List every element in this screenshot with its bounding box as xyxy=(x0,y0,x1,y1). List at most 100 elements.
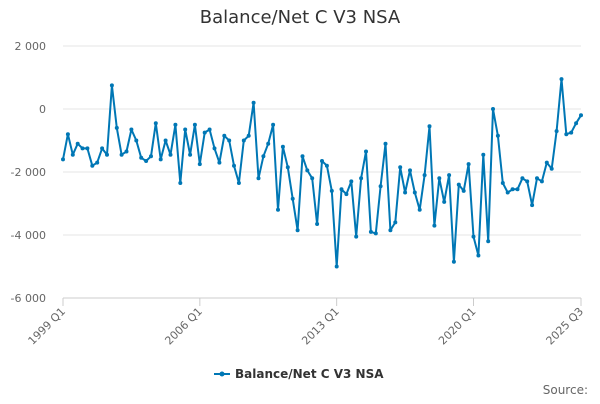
data-point[interactable] xyxy=(266,141,271,146)
data-point[interactable] xyxy=(280,144,285,149)
data-point[interactable] xyxy=(305,168,310,173)
data-point[interactable] xyxy=(85,146,90,151)
data-point[interactable] xyxy=(344,192,349,197)
data-point[interactable] xyxy=(461,188,466,193)
data-point[interactable] xyxy=(579,113,583,118)
data-point[interactable] xyxy=(290,196,295,201)
data-point[interactable] xyxy=(149,154,153,159)
data-point[interactable] xyxy=(139,155,144,160)
data-point[interactable] xyxy=(222,133,227,138)
data-point[interactable] xyxy=(95,160,100,165)
data-point[interactable] xyxy=(393,220,398,225)
data-point[interactable] xyxy=(442,199,447,204)
data-point[interactable] xyxy=(564,132,569,137)
data-point[interactable] xyxy=(300,154,305,159)
data-point[interactable] xyxy=(192,122,197,127)
data-point[interactable] xyxy=(241,138,246,143)
data-point[interactable] xyxy=(554,129,559,134)
data-point[interactable] xyxy=(295,228,300,233)
data-point[interactable] xyxy=(202,130,207,135)
data-point[interactable] xyxy=(500,181,505,185)
data-point[interactable] xyxy=(373,231,378,236)
data-point[interactable] xyxy=(495,133,500,138)
data-point[interactable] xyxy=(114,125,119,130)
data-point[interactable] xyxy=(364,149,368,154)
data-point[interactable] xyxy=(354,234,359,239)
data-point[interactable] xyxy=(158,157,163,162)
data-point[interactable] xyxy=(65,132,70,137)
data-point[interactable] xyxy=(544,160,549,165)
data-point[interactable] xyxy=(403,190,408,195)
data-point[interactable] xyxy=(168,152,173,157)
data-point[interactable] xyxy=(246,133,251,138)
data-point[interactable] xyxy=(129,127,134,132)
data-point[interactable] xyxy=(144,159,149,163)
data-point[interactable] xyxy=(173,122,178,127)
data-point[interactable] xyxy=(505,190,510,195)
data-point[interactable] xyxy=(70,152,75,157)
data-point[interactable] xyxy=(163,138,168,143)
data-point[interactable] xyxy=(569,130,574,135)
data-point[interactable] xyxy=(481,152,486,157)
data-point[interactable] xyxy=(525,179,530,184)
data-point[interactable] xyxy=(491,107,495,111)
data-point[interactable] xyxy=(197,162,202,167)
data-point[interactable] xyxy=(105,152,109,157)
data-point[interactable] xyxy=(256,176,261,181)
data-point[interactable] xyxy=(456,182,461,187)
data-point[interactable] xyxy=(349,179,354,184)
data-point[interactable] xyxy=(251,100,256,105)
data-point[interactable] xyxy=(271,122,276,127)
data-point[interactable] xyxy=(183,127,188,132)
data-point[interactable] xyxy=(334,264,339,269)
data-point[interactable] xyxy=(388,228,393,233)
data-point[interactable] xyxy=(549,166,554,171)
data-point[interactable] xyxy=(80,146,85,151)
data-point[interactable] xyxy=(75,141,80,146)
data-point[interactable] xyxy=(232,163,236,168)
data-point[interactable] xyxy=(227,138,232,143)
data-point[interactable] xyxy=(451,259,456,264)
data-point[interactable] xyxy=(261,154,266,159)
data-point[interactable] xyxy=(417,207,422,212)
data-point[interactable] xyxy=(320,159,324,163)
data-point[interactable] xyxy=(398,165,403,170)
data-point[interactable] xyxy=(285,165,290,170)
data-point[interactable] xyxy=(359,176,364,181)
data-point[interactable] xyxy=(422,173,427,178)
data-point[interactable] xyxy=(530,203,535,208)
data-point[interactable] xyxy=(119,152,124,157)
data-point[interactable] xyxy=(134,138,139,143)
data-point[interactable] xyxy=(109,83,114,88)
data-point[interactable] xyxy=(574,121,579,126)
data-point[interactable] xyxy=(207,127,212,132)
credits-source[interactable]: Source: xyxy=(543,383,588,397)
data-point[interactable] xyxy=(559,77,564,82)
data-point[interactable] xyxy=(408,168,412,173)
data-point[interactable] xyxy=(124,149,129,154)
data-point[interactable] xyxy=(412,190,417,195)
data-point[interactable] xyxy=(471,234,476,239)
data-point[interactable] xyxy=(100,146,105,151)
data-point[interactable] xyxy=(466,162,471,167)
data-point[interactable] xyxy=(437,176,442,181)
data-point[interactable] xyxy=(515,187,520,192)
data-point[interactable] xyxy=(236,181,241,185)
data-point[interactable] xyxy=(383,141,388,146)
data-point[interactable] xyxy=(329,188,334,193)
data-point[interactable] xyxy=(510,187,515,192)
data-point[interactable] xyxy=(276,207,280,212)
data-point[interactable] xyxy=(378,184,383,189)
data-point[interactable] xyxy=(539,179,544,184)
data-point[interactable] xyxy=(178,181,183,185)
data-point[interactable] xyxy=(535,176,539,181)
data-point[interactable] xyxy=(188,152,193,157)
data-point[interactable] xyxy=(217,160,222,165)
data-point[interactable] xyxy=(153,121,158,126)
data-point[interactable] xyxy=(486,239,491,244)
data-point[interactable] xyxy=(324,163,329,168)
data-point[interactable] xyxy=(90,163,95,168)
data-point[interactable] xyxy=(339,187,344,192)
data-point[interactable] xyxy=(61,157,65,162)
data-point[interactable] xyxy=(315,222,320,226)
